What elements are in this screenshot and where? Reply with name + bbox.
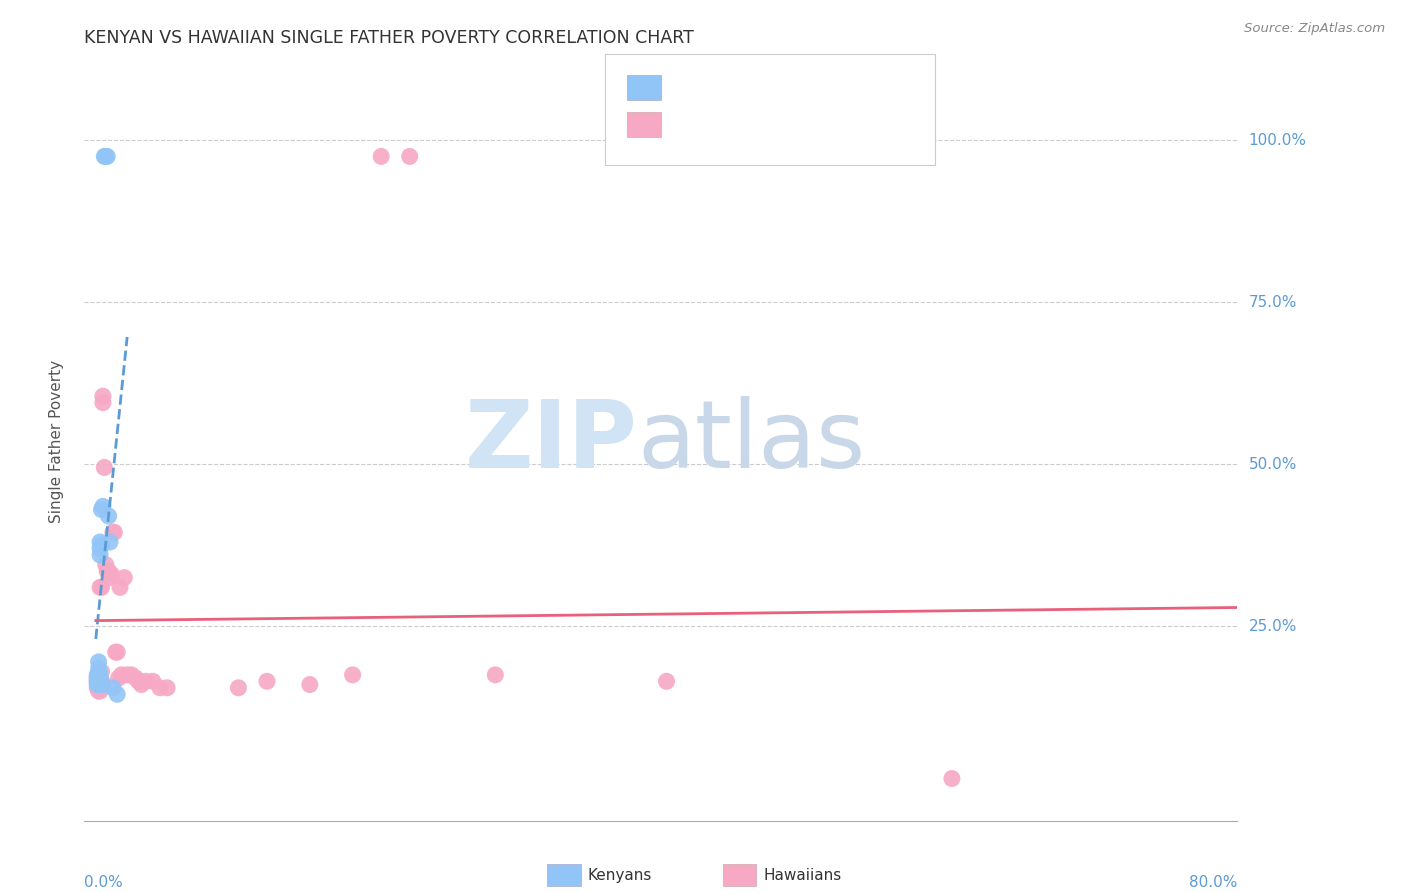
Point	[90, 674, 112, 689]
Point	[120, 668, 142, 682]
Point	[101, 525, 124, 540]
Point	[90, 665, 112, 679]
Text: ZIP: ZIP	[465, 395, 638, 488]
Point	[89, 684, 111, 698]
Point	[655, 674, 678, 689]
Point	[86, 681, 108, 695]
Point	[89, 677, 111, 691]
Y-axis label: Single Father Poverty: Single Father Poverty	[49, 360, 63, 523]
Point	[128, 674, 150, 689]
Point	[105, 687, 128, 701]
Point	[93, 149, 115, 163]
Point	[87, 674, 110, 689]
Point	[86, 671, 108, 685]
Text: Kenyans: Kenyans	[588, 868, 652, 882]
Point	[96, 564, 118, 578]
Point	[91, 677, 114, 691]
Text: KENYAN VS HAWAIIAN SINGLE FATHER POVERTY CORRELATION CHART: KENYAN VS HAWAIIAN SINGLE FATHER POVERTY…	[84, 29, 695, 47]
Text: Hawaiians: Hawaiians	[763, 868, 842, 882]
Point	[86, 674, 108, 689]
Text: atlas: atlas	[638, 395, 866, 488]
Point	[100, 567, 122, 582]
Point	[101, 681, 124, 695]
Point	[108, 580, 131, 594]
Point	[97, 564, 120, 578]
Point	[98, 535, 121, 549]
Point	[90, 580, 112, 594]
Point	[125, 671, 148, 685]
Point	[107, 671, 129, 685]
Point	[131, 677, 153, 691]
Point	[90, 502, 112, 516]
Text: N = 27: N = 27	[792, 78, 853, 96]
Point	[94, 558, 117, 572]
Point	[89, 535, 111, 549]
Point	[86, 671, 108, 685]
Point	[89, 668, 111, 682]
Point	[87, 677, 110, 691]
Point	[112, 571, 135, 585]
Point	[87, 668, 110, 682]
Point	[370, 149, 392, 163]
Point	[156, 681, 179, 695]
Point	[87, 684, 110, 698]
Point	[256, 674, 278, 689]
Text: 50.0%: 50.0%	[1249, 457, 1296, 472]
Point	[93, 460, 115, 475]
Text: R = 0.223: R = 0.223	[671, 78, 762, 96]
Point	[89, 548, 111, 562]
Text: 75.0%: 75.0%	[1249, 294, 1296, 310]
Point	[87, 677, 110, 691]
Point	[87, 655, 110, 669]
Point	[91, 395, 114, 409]
Point	[142, 674, 165, 689]
Point	[484, 668, 506, 682]
Point	[104, 645, 127, 659]
Text: Source: ZipAtlas.com: Source: ZipAtlas.com	[1244, 22, 1385, 36]
Point	[89, 671, 111, 685]
Point	[89, 541, 111, 556]
Point	[89, 580, 111, 594]
Point	[90, 538, 112, 552]
Point	[342, 668, 364, 682]
Point	[149, 681, 172, 695]
Point	[86, 674, 108, 689]
Point	[87, 668, 110, 682]
Point	[94, 149, 117, 163]
Point	[96, 149, 118, 163]
Point	[86, 677, 108, 691]
Point	[91, 389, 114, 403]
Point	[105, 645, 128, 659]
Text: 0.0%: 0.0%	[84, 875, 124, 890]
Text: N = 49: N = 49	[792, 116, 853, 134]
Point	[91, 677, 114, 691]
Point	[110, 668, 132, 682]
Point	[86, 668, 108, 682]
Point	[398, 149, 420, 163]
Point	[135, 674, 157, 689]
Point	[98, 571, 121, 585]
Point	[87, 661, 110, 675]
Point	[87, 674, 110, 689]
Text: 25.0%: 25.0%	[1249, 619, 1296, 633]
Point	[298, 677, 321, 691]
Point	[97, 509, 120, 524]
Text: 80.0%: 80.0%	[1189, 875, 1237, 890]
Text: 100.0%: 100.0%	[1249, 133, 1306, 148]
Point	[228, 681, 250, 695]
Point	[89, 674, 111, 689]
Point	[115, 668, 138, 682]
Point	[941, 772, 963, 786]
Point	[90, 674, 112, 689]
Point	[103, 525, 125, 540]
Text: R = 0.365: R = 0.365	[671, 116, 761, 134]
Point	[87, 671, 110, 685]
Point	[91, 500, 114, 514]
